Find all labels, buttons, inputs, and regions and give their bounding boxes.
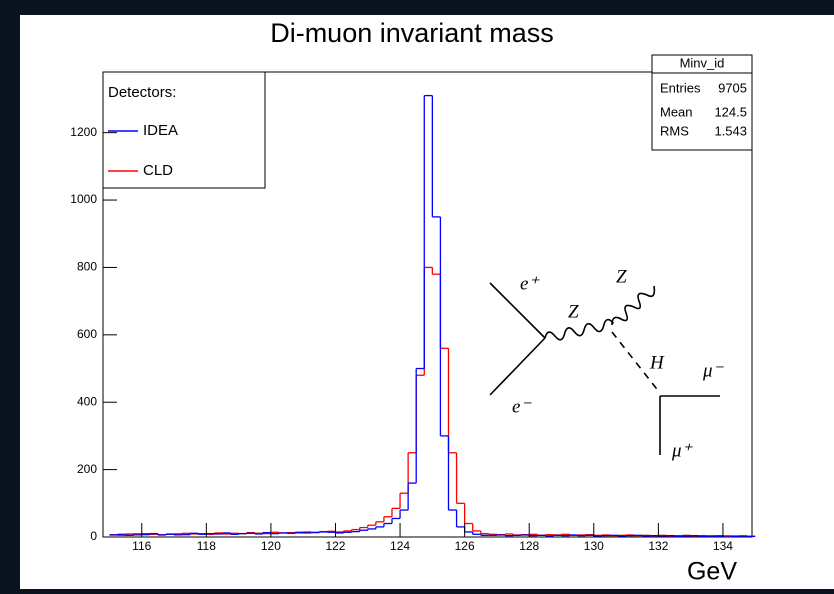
x-tick-label: 130 bbox=[584, 539, 604, 553]
y-tick-label: 1200 bbox=[70, 125, 97, 139]
boson-line bbox=[611, 285, 656, 326]
stats-title: Minv_id bbox=[680, 55, 725, 70]
legend bbox=[102, 71, 266, 189]
y-tick-label: 0 bbox=[90, 529, 97, 543]
annotation: Z bbox=[568, 301, 579, 322]
y-tick-label: 400 bbox=[77, 394, 97, 408]
x-axis-label: GeV bbox=[687, 558, 737, 586]
fermion-line bbox=[489, 337, 546, 396]
x-tick-label: 132 bbox=[648, 539, 668, 553]
y-tick-label: 800 bbox=[77, 260, 97, 274]
feynman-diagram bbox=[489, 282, 720, 455]
annotation: e⁺ bbox=[520, 273, 540, 294]
annotation: H bbox=[649, 352, 665, 373]
stats-value: 124.5 bbox=[714, 104, 747, 119]
y-tick-label: 600 bbox=[77, 327, 97, 341]
stats-label: Entries bbox=[660, 80, 701, 95]
stats-label: RMS bbox=[660, 123, 689, 138]
x-tick-label: 116 bbox=[132, 539, 151, 553]
x-tick-label: 128 bbox=[519, 539, 539, 553]
plot-frame bbox=[102, 71, 753, 538]
stats-value: 9705 bbox=[718, 80, 747, 95]
x-tick-label: 120 bbox=[261, 539, 281, 553]
x-tick-label: 126 bbox=[455, 539, 475, 553]
stats-value: 1.543 bbox=[714, 123, 747, 138]
stats-box bbox=[651, 54, 753, 151]
fermion-line bbox=[489, 282, 546, 339]
annotation: e⁻ bbox=[512, 396, 532, 417]
legend-entry: IDEA bbox=[143, 122, 178, 139]
annotation: Z bbox=[616, 266, 627, 287]
y-tick-label: 1000 bbox=[70, 192, 97, 206]
legend-title: Detectors: bbox=[108, 84, 176, 101]
legend-entry: CLD bbox=[143, 162, 173, 179]
chart-title: Di-muon invariant mass bbox=[270, 18, 554, 48]
annotation: μ⁻ bbox=[702, 360, 725, 381]
x-tick-label: 122 bbox=[325, 539, 345, 553]
histograms bbox=[109, 94, 756, 537]
y-tick-label: 200 bbox=[77, 462, 97, 476]
annotation: μ⁺ bbox=[671, 440, 694, 461]
stats-label: Mean bbox=[660, 104, 693, 119]
x-tick-label: 118 bbox=[197, 539, 216, 553]
boson-line bbox=[544, 318, 615, 341]
x-tick-label: 134 bbox=[713, 539, 733, 553]
x-tick-label: 124 bbox=[390, 539, 410, 553]
